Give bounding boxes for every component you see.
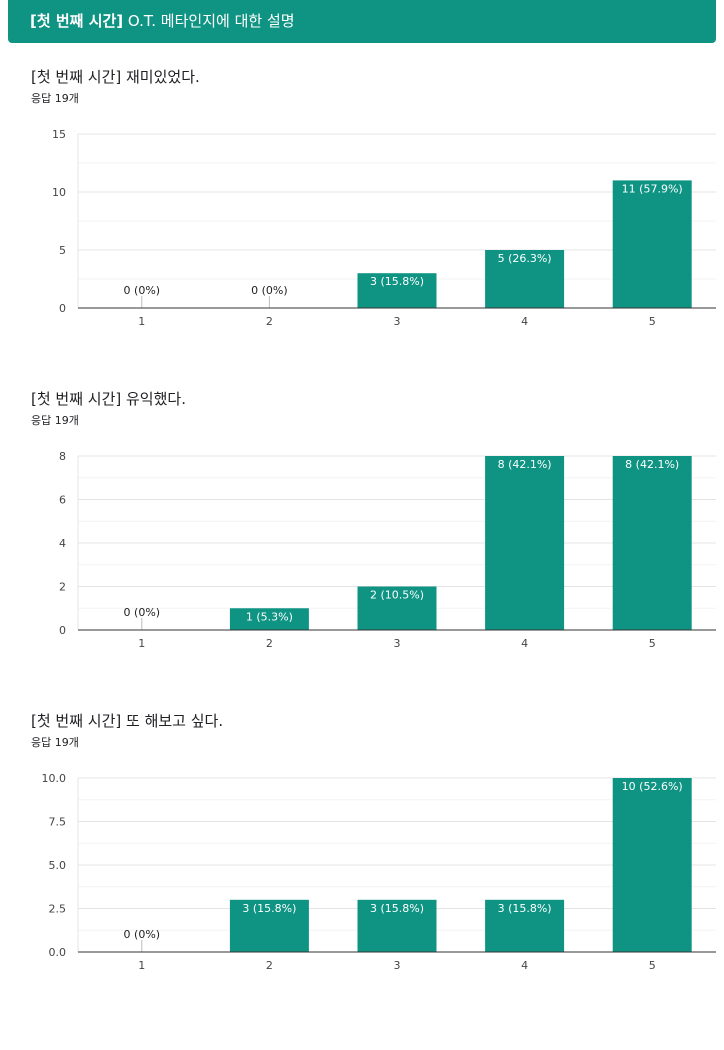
bar (485, 899, 565, 952)
y-tick-label: 10.0 (42, 772, 67, 785)
x-tick-label: 5 (649, 315, 656, 328)
x-tick-label: 1 (138, 637, 145, 650)
data-label: 8 (42.1%) (498, 458, 552, 471)
bar-chart: 0.0 2.5 5.0 7.5 10.0 0 (0%) 1 3 (15.8%) 2 3 (15.8… (42, 772, 716, 972)
bar (229, 899, 309, 952)
bar-chart: 0 2 4 6 8 0 (0%) 1 1 (5.3%) 2 2 (10.5%) 3 8 (42.1%)… (59, 450, 716, 650)
question-title: [첫 번째 시간] 또 해보고 싶다. (31, 712, 224, 730)
x-tick-label: 3 (394, 637, 401, 650)
x-tick-label: 1 (138, 959, 145, 972)
data-label: 8 (42.1%) (625, 458, 679, 471)
bar (612, 456, 692, 630)
y-tick-label: 2.5 (49, 903, 67, 916)
bar (485, 250, 565, 308)
bar (229, 608, 309, 630)
bar (357, 273, 437, 308)
y-tick-label: 7.5 (49, 816, 67, 829)
bar (357, 899, 437, 952)
data-label: 11 (57.9%) (622, 182, 683, 195)
y-tick-label: 15 (52, 128, 66, 141)
y-tick-label: 0 (59, 624, 66, 637)
x-tick-label: 1 (138, 315, 145, 328)
bar (612, 180, 692, 308)
bar-chart: 0 5 10 15 0 (0%) 1 0 (0%) 2 3 (15.8%) 3 5 (26.3%) 4… (52, 128, 716, 328)
x-tick-label: 4 (521, 959, 528, 972)
x-tick-label: 3 (394, 959, 401, 972)
data-label: 3 (15.8%) (498, 902, 552, 915)
data-label: 3 (15.8%) (370, 902, 424, 915)
x-tick-label: 2 (266, 637, 273, 650)
y-tick-label: 8 (59, 450, 66, 463)
data-label: 3 (15.8%) (370, 275, 424, 288)
y-tick-label: 5.0 (49, 859, 67, 872)
header-title-bold: [첫 번째 시간] (30, 12, 124, 30)
y-tick-label: 10 (52, 186, 66, 199)
x-tick-label: 3 (394, 315, 401, 328)
data-label: 0 (0%) (124, 928, 161, 941)
header-title-rest: O.T. 메타인지에 대한 설명 (123, 12, 295, 30)
x-tick-label: 2 (266, 959, 273, 972)
data-label: 2 (10.5%) (370, 589, 424, 602)
data-label: 5 (26.3%) (498, 252, 552, 265)
response-count: 응답 19개 (31, 414, 79, 427)
y-tick-label: 5 (59, 244, 66, 257)
x-tick-label: 4 (521, 315, 528, 328)
bar (612, 778, 692, 952)
y-tick-label: 2 (59, 581, 66, 594)
y-tick-label: 0.0 (49, 946, 67, 959)
response-count: 응답 19개 (31, 736, 79, 749)
form-header: [첫 번째 시간] O.T. 메타인지에 대한 설명 (8, 0, 716, 43)
question-title: [첫 번째 시간] 유익했다. (31, 390, 186, 408)
x-tick-label: 5 (649, 959, 656, 972)
y-tick-label: 6 (59, 494, 66, 507)
response-count: 응답 19개 (31, 92, 79, 105)
bar (485, 456, 565, 630)
data-label: 0 (0%) (124, 284, 161, 297)
x-tick-label: 4 (521, 637, 528, 650)
data-label: 10 (52.6%) (622, 780, 683, 793)
x-tick-label: 5 (649, 637, 656, 650)
data-label: 1 (5.3%) (246, 610, 293, 623)
data-label: 0 (0%) (124, 606, 161, 619)
bar (357, 586, 437, 630)
data-label: 0 (0%) (251, 284, 288, 297)
y-tick-label: 4 (59, 537, 66, 550)
y-tick-label: 0 (59, 302, 66, 315)
question-title: [첫 번째 시간] 재미있었다. (31, 68, 200, 86)
data-label: 3 (15.8%) (242, 902, 296, 915)
x-tick-label: 2 (266, 315, 273, 328)
